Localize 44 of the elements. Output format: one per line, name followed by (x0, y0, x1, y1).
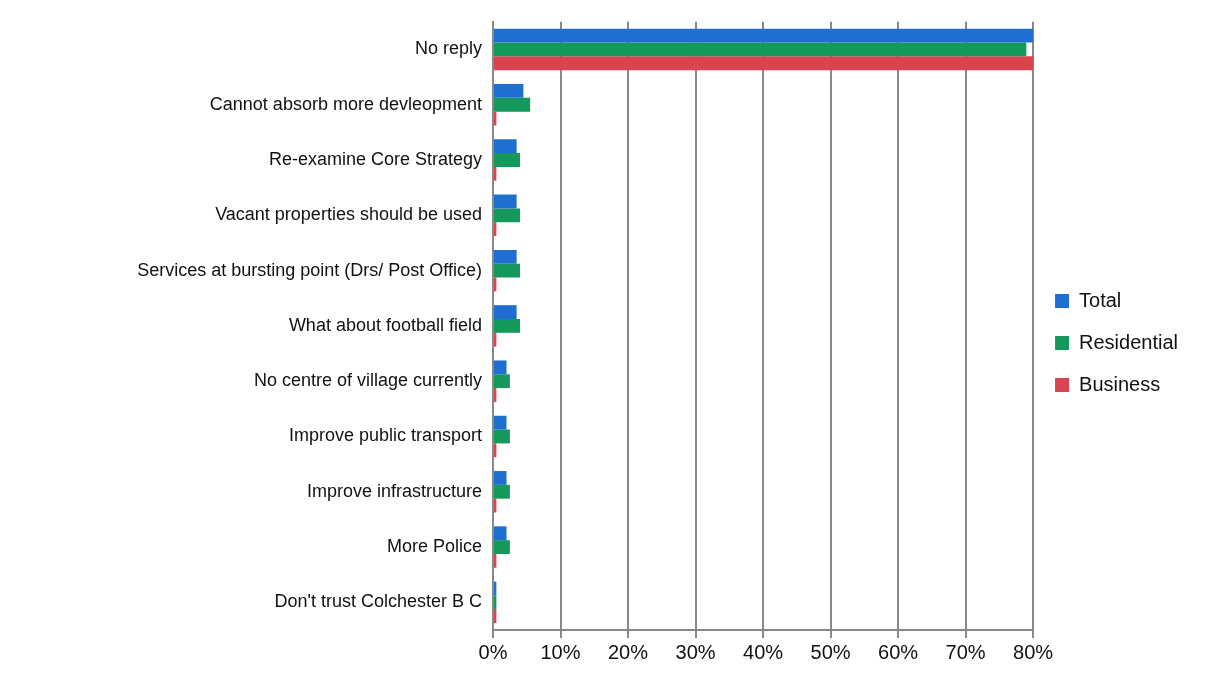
bar (494, 249, 517, 264)
y-tick-label: Improve public transport (288, 425, 482, 446)
y-tick-label: No reply (414, 38, 482, 59)
bar (494, 263, 520, 278)
y-tick-label: No centre of village currently (253, 370, 482, 391)
x-tick-label: 30% (675, 640, 716, 663)
bar (494, 153, 520, 167)
bar (494, 42, 1027, 57)
x-tick-label: 70% (945, 640, 986, 663)
bar (494, 471, 507, 485)
y-tick-label: Don't trust Colchester B C (274, 591, 482, 612)
bar (494, 208, 520, 223)
bar (494, 540, 510, 554)
bar (494, 28, 1034, 43)
y-tick-label: Services at bursting point (Drs/ Post Office) (137, 259, 482, 280)
legend-label: Total (1079, 288, 1122, 311)
x-tick-label: 20% (608, 640, 649, 663)
x-tick-label: 50% (810, 640, 851, 663)
y-tick-label: Cannot absorb more devleopment (209, 93, 482, 114)
y-tick-label: Re-examine Core Strategy (268, 149, 482, 169)
legend-label: Residential (1079, 330, 1179, 353)
bar (494, 318, 520, 333)
bar (494, 429, 510, 444)
bar (494, 56, 1034, 71)
y-tick-label: More Police (386, 536, 482, 557)
x-tick-label: 80% (1013, 640, 1054, 663)
y-tick-label: Vacant properties should be used (215, 204, 482, 225)
bar (494, 360, 507, 375)
bar (494, 526, 507, 541)
bar (494, 97, 531, 112)
legend-label: Business (1079, 372, 1161, 395)
bar (494, 139, 517, 154)
bar (494, 84, 524, 98)
bar (494, 484, 510, 499)
x-tick-label: 60% (878, 640, 919, 663)
x-tick-label: 10% (540, 640, 581, 663)
x-tick-label: 40% (743, 640, 784, 663)
bar (494, 374, 510, 389)
y-tick-label: What about football field (288, 314, 482, 335)
bar (494, 194, 517, 209)
bar (494, 415, 507, 430)
bar (494, 305, 517, 319)
y-tick-label: Improve infrastructure (306, 480, 482, 501)
x-tick-label: 0% (478, 640, 508, 663)
